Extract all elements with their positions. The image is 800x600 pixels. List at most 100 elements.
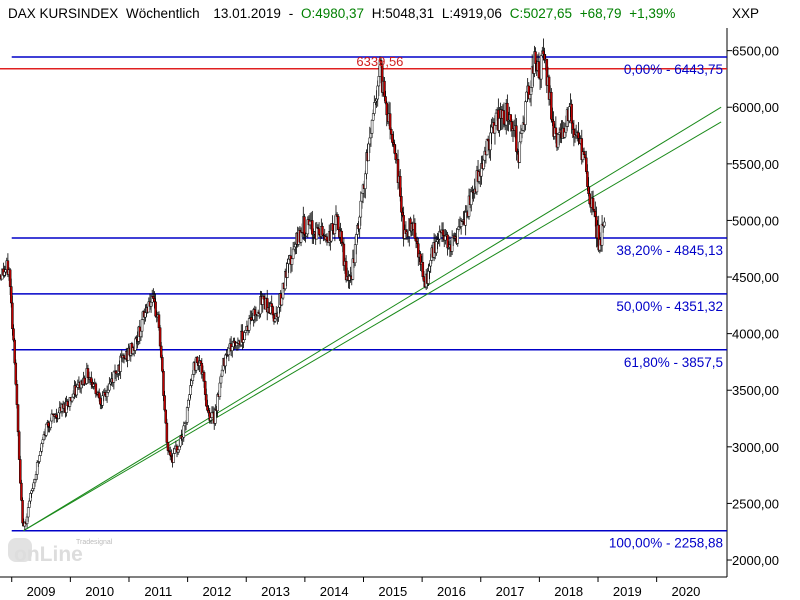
candle-body — [4, 269, 7, 273]
x-tick-label: 2009 — [27, 584, 56, 599]
candle-body — [106, 389, 110, 393]
candle-body — [600, 223, 604, 246]
candle-body — [486, 138, 490, 142]
fibonacci-levels — [0, 56, 727, 532]
candle-body — [17, 431, 21, 460]
candle-body — [336, 216, 340, 230]
candle-body — [563, 131, 567, 138]
tick-layer: 2000,00 2500,00 3000,00 3500,00 4000,00 4500,… — [11, 44, 779, 599]
logo-main: onLine — [14, 543, 83, 566]
candle-body — [441, 229, 445, 236]
chart-header: DAX KURSINDEX Wöchentlich 13.01.2019 - O… — [8, 6, 675, 21]
candle-body — [12, 328, 15, 341]
candle-body — [206, 405, 209, 411]
candle-body — [564, 126, 568, 133]
x-tick-label: 2019 — [613, 584, 642, 599]
candle-body — [367, 143, 370, 162]
candle-body — [94, 383, 98, 395]
candle-body — [371, 113, 375, 121]
candle-body — [427, 270, 430, 284]
candle-body — [556, 134, 560, 148]
candle-body — [277, 306, 280, 318]
candle-body — [450, 237, 454, 252]
header-open: O:4980,37 — [301, 6, 364, 21]
candle-body — [377, 76, 381, 87]
candle-body — [293, 246, 296, 250]
y-tick-label: 4500,00 — [732, 270, 779, 285]
candle-body — [583, 154, 587, 159]
candle-body — [243, 332, 246, 340]
candle-body — [75, 386, 78, 396]
x-tick-label: 2014 — [320, 584, 349, 599]
candle-body — [554, 127, 558, 135]
x-tick-label: 2020 — [671, 584, 700, 599]
candle-body — [331, 223, 334, 231]
y-tick-label: 6000,00 — [732, 100, 779, 115]
candle-body — [166, 442, 170, 451]
candle-body — [355, 234, 358, 245]
candle-body — [176, 449, 180, 453]
candle-body — [384, 96, 387, 104]
header-period: Wöchentlich — [126, 6, 200, 21]
candle-body — [209, 417, 213, 421]
candle-body — [76, 384, 80, 388]
candle-body — [280, 297, 284, 306]
candle-body — [16, 404, 20, 433]
candle-body — [388, 113, 392, 130]
candle-body — [216, 394, 219, 411]
x-tick-label: 2017 — [496, 584, 525, 599]
candle-body — [34, 474, 38, 480]
candle-body — [489, 132, 492, 151]
candle-body — [528, 94, 532, 100]
candle-body — [40, 443, 43, 452]
candle-body — [97, 392, 101, 399]
fib-level-label: 38,20% - 4845,13 — [616, 243, 723, 258]
candle-body — [585, 157, 588, 172]
candle-body — [103, 392, 107, 395]
candle-body — [99, 397, 102, 405]
header-index: DAX KURSINDEX — [8, 6, 118, 21]
candle-body — [10, 286, 13, 304]
candle-body — [13, 339, 16, 364]
logo-small: Tradesignal — [76, 539, 113, 546]
candle-body — [299, 231, 303, 243]
candle-body — [188, 394, 191, 401]
header-close: C:5027,65 — [510, 6, 572, 21]
candle-body — [191, 374, 195, 381]
candle-body — [219, 375, 223, 384]
candle-body — [422, 276, 426, 282]
candle-body — [162, 371, 165, 396]
candle-body — [161, 357, 164, 372]
trendlines — [23, 106, 722, 532]
candle-body — [11, 302, 14, 330]
candle-body — [421, 262, 425, 277]
x-tick-label: 2013 — [261, 584, 290, 599]
candle-body — [373, 102, 376, 114]
candle-body — [594, 210, 597, 217]
candle-body — [14, 362, 18, 385]
candle-body — [586, 171, 589, 187]
candle-body — [122, 355, 126, 359]
candle-body — [577, 132, 580, 139]
header-change-pct: +1,39% — [629, 6, 675, 21]
candle-body — [41, 439, 45, 444]
candle-body — [196, 356, 199, 364]
candle-body — [325, 236, 329, 241]
candle-body — [518, 141, 522, 163]
candle-body — [383, 80, 386, 97]
candle-body — [368, 137, 372, 145]
candle-body — [39, 451, 42, 456]
fib-level-label: 100,00% - 2258,88 — [609, 536, 723, 551]
candle-body — [8, 269, 12, 287]
candle-body — [29, 493, 32, 502]
y-tick-label: 5500,00 — [732, 157, 779, 172]
candle-body — [20, 482, 23, 501]
candle-body — [108, 383, 111, 391]
candle-body — [294, 244, 297, 248]
candle-body — [321, 226, 324, 236]
symbol-label: XXP — [732, 6, 759, 21]
candle-body — [66, 401, 69, 407]
candle-body — [493, 125, 497, 134]
candle-body — [587, 186, 590, 194]
candle-body — [515, 125, 518, 152]
